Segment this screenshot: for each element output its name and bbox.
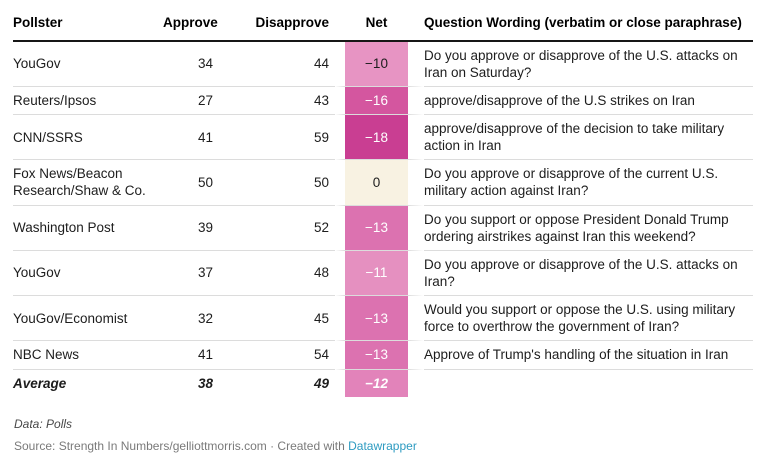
question-cell: Would you support or oppose the U.S. usi… [424,296,753,342]
column-header-approve: Approve [163,10,219,42]
net-cell: −12 [335,369,424,397]
approve-cell: 27 [163,87,219,115]
pollster-cell: Fox News/Beacon Research/Shaw & Co. [13,160,163,206]
polls-table: Pollster Approve Disapprove Net Question… [13,10,753,397]
net-cell: 0 [335,160,424,206]
table-row: Fox News/Beacon Research/Shaw & Co. 50 5… [13,160,753,206]
table-row: NBC News 41 54 −13 Approve of Trump's ha… [13,341,753,370]
source-text: Source: Strength In Numbers/gelliottmorr… [14,438,349,453]
question-cell: Approve of Trump's handling of the situa… [424,341,753,370]
table-row: Washington Post 39 52 −13 Do you support… [13,205,753,251]
question-cell [424,370,753,397]
pollster-cell: YouGov [13,251,163,297]
pollster-cell: YouGov [13,42,163,87]
question-cell: Do you support or oppose President Donal… [424,206,753,251]
pollster-cell: Average [13,375,67,391]
header-row: Pollster Approve Disapprove Net Question… [13,10,753,42]
question-cell: approve/disapprove of the decision to ta… [424,115,753,161]
disapprove-cell: 54 [219,341,335,370]
disapprove-cell: 48 [219,251,335,297]
approve-cell: 32 [163,296,219,342]
pollster-cell: NBC News [13,341,163,370]
table-row: YouGov 34 44 −10 Do you approve or disap… [13,41,753,87]
approve-cell: 41 [163,115,219,161]
disapprove-cell: 43 [219,87,335,115]
pollster-cell: CNN/SSRS [13,115,163,161]
disapprove-cell: 52 [219,206,335,251]
question-cell: Do you approve or disapprove of the U.S.… [424,251,753,297]
table-row-average: Average 38 49 −12 [13,369,753,397]
net-cell: −11 [335,250,424,297]
pollster-cell: YouGov/Economist [13,296,163,342]
net-cell: −10 [335,41,424,87]
source-line: Source: Strength In Numbers/gelliottmorr… [14,439,753,453]
column-header-question: Question Wording (verbatim or close para… [424,10,753,42]
approve-cell: 38 [197,375,213,391]
table-row: YouGov/Economist 32 45 −13 Would you sup… [13,296,753,342]
datawrapper-link[interactable]: Datawrapper [348,438,417,453]
approve-cell: 39 [163,206,219,251]
table-row: CNN/SSRS 41 59 −18 approve/disapprove of… [13,114,753,161]
question-cell: Do you approve or disapprove of the U.S.… [424,42,753,87]
column-header-disapprove: Disapprove [219,10,335,42]
net-cell: −13 [335,341,424,370]
approve-cell: 50 [163,160,219,206]
net-cell: −13 [335,205,424,251]
disapprove-cell: 50 [219,160,335,206]
net-cell: −18 [335,114,424,161]
approve-cell: 37 [163,251,219,297]
disapprove-cell: 45 [219,296,335,342]
disapprove-cell: 44 [219,42,335,87]
approve-cell: 41 [163,341,219,370]
question-cell: Do you approve or disapprove of the curr… [424,160,753,206]
column-header-pollster: Pollster [13,10,163,42]
net-cell: −16 [335,86,424,115]
data-note: Data: Polls [14,416,73,431]
column-header-net: Net [335,10,424,42]
footer: Data: Polls Source: Strength In Numbers/… [14,417,753,453]
pollster-cell: Washington Post [13,206,163,251]
net-cell: −13 [335,296,424,342]
disapprove-cell: 49 [313,375,329,391]
table-row: Reuters/Ipsos 27 43 −16 approve/disappro… [13,86,753,115]
approve-cell: 34 [163,42,219,87]
pollster-cell: Reuters/Ipsos [13,87,163,115]
disapprove-cell: 59 [219,115,335,161]
table-row: YouGov 37 48 −11 Do you approve or disap… [13,250,753,297]
question-cell: approve/disapprove of the U.S strikes on… [424,87,753,115]
